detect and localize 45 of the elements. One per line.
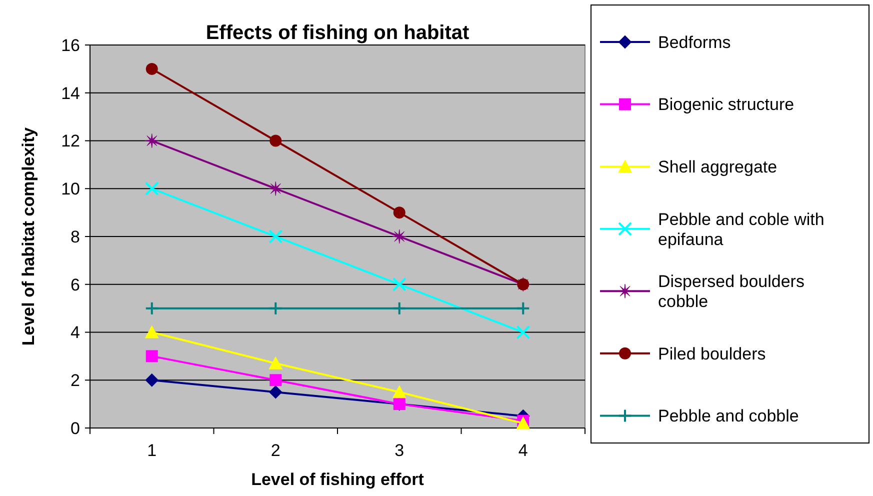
- point: [392, 385, 406, 398]
- legend-label: Pebble and coble with epifauna: [658, 210, 824, 249]
- point: [269, 386, 282, 399]
- x-tick-label: 3: [394, 441, 404, 460]
- point: [392, 229, 407, 244]
- y-tick-label: 4: [70, 323, 80, 342]
- point: [146, 62, 158, 75]
- point: [144, 301, 159, 316]
- x-tick-label: 2: [270, 441, 280, 460]
- point: [144, 134, 160, 148]
- point: [146, 350, 158, 362]
- point: [516, 301, 530, 316]
- point: [270, 134, 282, 147]
- chart-title: Effects of fishing on habitat: [206, 22, 470, 44]
- point: [268, 181, 283, 196]
- y-tick-label: 10: [61, 180, 80, 199]
- point: [393, 206, 406, 219]
- x-axis-title: Level of fishing effort: [251, 470, 424, 489]
- legend-label: Shell aggregate: [658, 158, 778, 177]
- point: [392, 301, 406, 316]
- legend-label: Piled boulders: [658, 344, 766, 364]
- y-tick-label: 6: [70, 275, 80, 294]
- legend-label: Bedforms: [658, 32, 731, 52]
- x-tick-label: 1: [147, 441, 157, 460]
- point: [268, 301, 283, 316]
- legend-label: Biogenic structure: [658, 95, 794, 114]
- point: [145, 374, 158, 387]
- y-tick-label: 16: [61, 36, 80, 55]
- y-tick-label: 2: [70, 371, 80, 390]
- point: [392, 277, 406, 292]
- point: [144, 325, 159, 338]
- y-tick-label: 8: [70, 227, 80, 246]
- point: [268, 356, 283, 370]
- legend-label: Pebble and cobble: [658, 406, 799, 426]
- y-axis-title: Level of habitat complexity: [19, 126, 38, 346]
- y-tick-label: 14: [61, 84, 80, 103]
- point: [270, 374, 282, 386]
- x-tick-label: 4: [518, 441, 528, 460]
- point: [268, 230, 283, 244]
- y-tick-label: 12: [61, 132, 80, 151]
- y-tick-label: 0: [70, 418, 80, 438]
- point: [516, 325, 530, 340]
- legend-label: Dispersed boulders cobble: [658, 272, 804, 312]
- point: [516, 416, 530, 430]
- point: [144, 182, 159, 196]
